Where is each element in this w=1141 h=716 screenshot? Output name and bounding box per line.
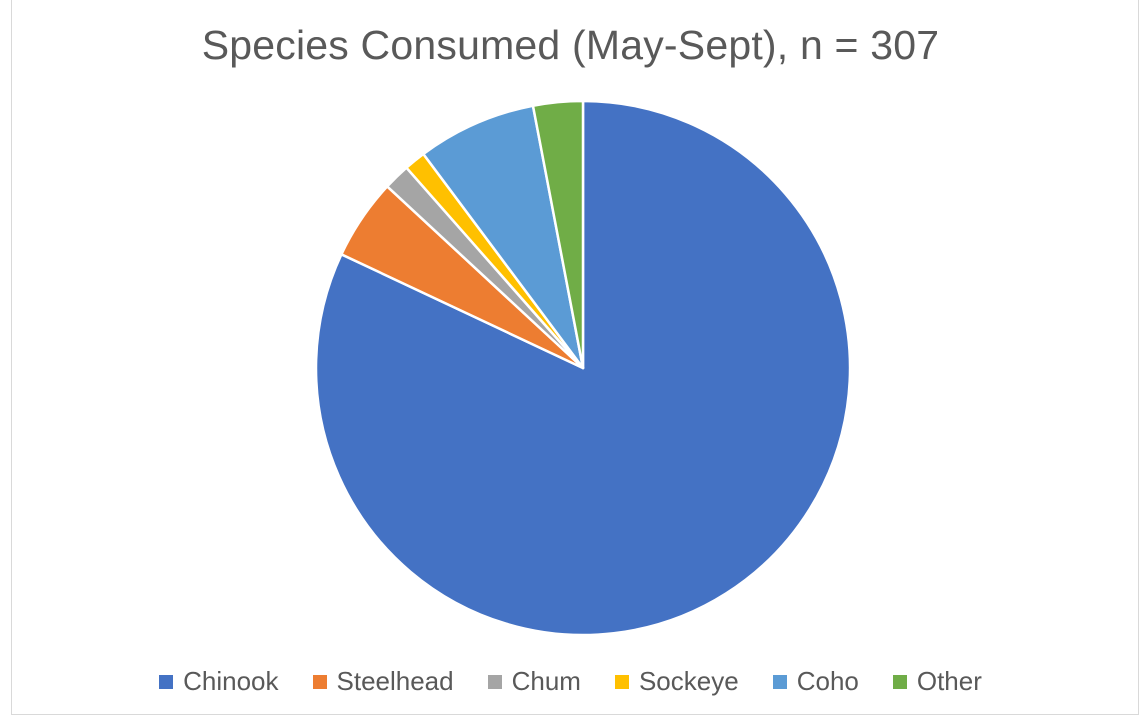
legend-item-sockeye: Sockeye [614, 666, 739, 697]
chart-legend: Chinook Steelhead Chum Sockeye Coho Other [0, 666, 1141, 697]
legend-swatch-chum [487, 674, 502, 689]
legend-swatch-chinook [159, 674, 174, 689]
legend-item-steelhead: Steelhead [312, 666, 454, 697]
legend-item-other: Other [892, 666, 982, 697]
legend-label-chinook: Chinook [183, 666, 279, 696]
legend-swatch-steelhead [312, 674, 327, 689]
legend-item-coho: Coho [772, 666, 859, 697]
legend-swatch-coho [772, 674, 787, 689]
legend-label-steelhead: Steelhead [336, 666, 454, 696]
legend-swatch-other [892, 674, 907, 689]
pie-slice-coho [422, 104, 585, 370]
legend-label-sockeye: Sockeye [638, 666, 739, 696]
chart-title: Species Consumed (May-Sept), n = 307 [201, 22, 940, 68]
legend-swatch-sockeye [614, 674, 629, 689]
pie-slice-other [531, 99, 585, 370]
legend-label-coho: Coho [796, 666, 859, 696]
legend-item-chum: Chum [487, 666, 581, 697]
legend-item-chinook: Chinook [159, 666, 279, 697]
legend-label-chum: Chum [511, 666, 581, 696]
legend-label-other: Other [916, 666, 982, 696]
